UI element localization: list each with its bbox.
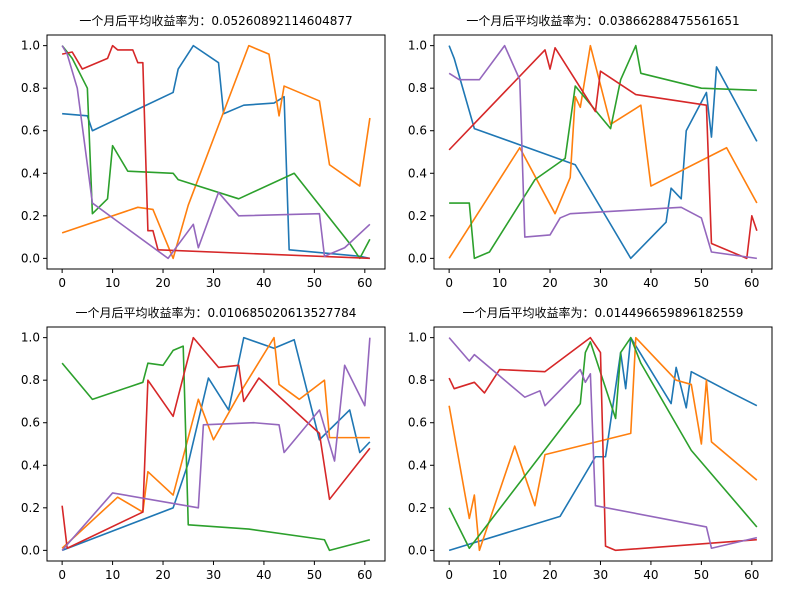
series-line-5 xyxy=(448,44,757,260)
subplot-title: 一个月后平均收益率为：0.03866288475561651 xyxy=(466,13,739,28)
x-tick-label: 0 xyxy=(58,568,66,582)
y-tick-label: 0.4 xyxy=(408,166,427,180)
y-tick-label: 0.8 xyxy=(21,81,40,95)
series-line-2 xyxy=(61,44,371,260)
x-tick-label: 0 xyxy=(445,276,453,290)
y-tick-label: 0.2 xyxy=(408,501,427,515)
axes-frame xyxy=(46,326,386,562)
series-line-4 xyxy=(61,336,371,550)
x-tick-label: 50 xyxy=(307,568,322,582)
subplot-3: 一个月后平均收益率为：0.010685020613527784 0 10 20 30 4… xyxy=(21,305,386,582)
subplot-4: 一个月后平均收益率为：0.014496659896182559 0 10 20 30 4… xyxy=(408,305,773,582)
x-tick-label: 20 xyxy=(542,568,557,582)
x-tick-label: 40 xyxy=(643,276,658,290)
series-line-5 xyxy=(448,337,758,550)
y-tick-label: 0.2 xyxy=(21,209,40,223)
x-tick-label: 30 xyxy=(593,276,608,290)
x-tick-label: 60 xyxy=(744,568,759,582)
subplot-title: 一个月后平均收益率为：0.010685020613527784 xyxy=(76,305,357,320)
x-tick-label: 30 xyxy=(206,276,221,290)
x-tick-label: 40 xyxy=(643,568,658,582)
series-group xyxy=(61,44,371,260)
x-tick-label: 60 xyxy=(744,276,759,290)
y-tick-label: 1.0 xyxy=(408,331,427,345)
y-tick-label: 0.4 xyxy=(408,458,427,472)
y-tick-label: 1.0 xyxy=(21,39,40,53)
series-line-1 xyxy=(61,336,371,552)
y-tick-label: 0.0 xyxy=(408,251,427,265)
subplot-title: 一个月后平均收益率为：0.05260892114604877 xyxy=(79,13,352,28)
series-line-2 xyxy=(61,336,370,549)
series-line-3 xyxy=(449,44,757,260)
x-tick-label: 50 xyxy=(307,276,322,290)
y-tick-label: 0.2 xyxy=(21,501,40,515)
x-tick-label: 10 xyxy=(492,276,507,290)
series-line-2 xyxy=(448,44,758,259)
series-line-1 xyxy=(448,45,758,260)
x-tick-label: 10 xyxy=(105,568,120,582)
series-group xyxy=(61,336,371,552)
x-tick-label: 0 xyxy=(58,276,66,290)
x-tick-label: 10 xyxy=(105,276,120,290)
series-line-4 xyxy=(448,336,757,552)
series-line-4 xyxy=(61,44,370,260)
x-tick-label: 50 xyxy=(694,276,709,290)
series-group xyxy=(448,44,758,260)
series-line-1 xyxy=(62,44,371,260)
x-tick-label: 30 xyxy=(206,568,221,582)
series-line-4 xyxy=(448,46,758,260)
x-tick-label: 40 xyxy=(256,276,271,290)
x-tick-label: 60 xyxy=(357,276,372,290)
y-tick-label: 1.0 xyxy=(408,39,427,53)
y-tick-label: 0.6 xyxy=(21,416,40,430)
x-tick-label: 60 xyxy=(357,568,372,582)
axes-frame xyxy=(46,34,386,270)
subplot-2: 一个月后平均收益率为：0.03866288475561651 0 10 20 30 40… xyxy=(408,13,773,290)
y-tick-label: 0.4 xyxy=(21,166,40,180)
x-tick-label: 10 xyxy=(492,568,507,582)
series-line-2 xyxy=(448,336,758,552)
y-tick-label: 0.0 xyxy=(21,543,40,557)
y-tick-label: 0.0 xyxy=(408,543,427,557)
y-tick-label: 1.0 xyxy=(21,331,40,345)
x-tick-label: 50 xyxy=(694,568,709,582)
series-line-5 xyxy=(61,45,371,260)
y-tick-label: 0.6 xyxy=(21,124,40,138)
x-tick-label: 20 xyxy=(155,276,170,290)
series-line-5 xyxy=(61,337,371,551)
subplot-1: 一个月后平均收益率为：0.05260892114604877 0 10 20 30 40… xyxy=(21,13,386,290)
series-line-3 xyxy=(448,336,758,550)
series-group xyxy=(448,336,758,552)
series-line-3 xyxy=(61,45,371,260)
y-tick-label: 0.8 xyxy=(408,373,427,387)
x-tick-label: 0 xyxy=(445,568,453,582)
y-tick-label: 0.6 xyxy=(408,416,427,430)
y-tick-label: 0.0 xyxy=(21,251,40,265)
y-tick-label: 0.8 xyxy=(21,373,40,387)
axes-frame xyxy=(433,34,773,270)
y-tick-label: 0.8 xyxy=(408,81,427,95)
y-tick-label: 0.2 xyxy=(408,209,427,223)
y-tick-label: 0.6 xyxy=(408,124,427,138)
x-tick-label: 20 xyxy=(542,276,557,290)
series-line-3 xyxy=(61,345,371,552)
x-tick-label: 30 xyxy=(593,568,608,582)
subplot-title: 一个月后平均收益率为：0.014496659896182559 xyxy=(463,305,744,320)
x-tick-label: 20 xyxy=(155,568,170,582)
x-tick-label: 40 xyxy=(256,568,271,582)
axes-frame xyxy=(433,326,773,562)
y-tick-label: 0.4 xyxy=(21,458,40,472)
